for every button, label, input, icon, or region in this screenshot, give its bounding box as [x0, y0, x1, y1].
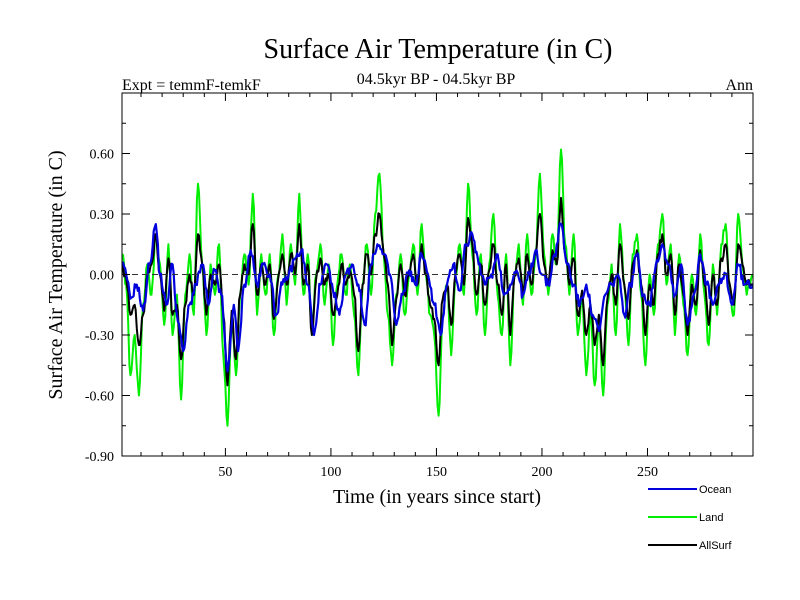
y-tick-label: -0.30 — [85, 329, 114, 344]
period-label: 04.5kyr BP - 04.5kyr BP — [357, 71, 516, 88]
legend: Ocean Land AllSurf — [648, 484, 732, 552]
x-tick-label: 50 — [218, 465, 232, 480]
y-tick-label: -0.90 — [85, 450, 114, 465]
experiment-label: Expt = temmF-temkF — [122, 77, 261, 94]
y-tick-label: 0.00 — [90, 269, 115, 284]
legend-label-land: Land — [699, 512, 723, 524]
x-tick-label: 200 — [531, 465, 552, 480]
series-layer — [122, 148, 753, 427]
plot-area — [121, 92, 754, 457]
x-axis-label: Time (in years since start) — [333, 486, 541, 508]
season-label: Ann — [725, 77, 753, 94]
x-tick-label: 250 — [637, 465, 658, 480]
y-axis-label: Surface Air Temperature (in C) — [45, 150, 67, 399]
x-tick-label: 150 — [426, 465, 447, 480]
x-tick-label: 100 — [320, 465, 341, 480]
legend-label-allsurf: AllSurf — [699, 540, 732, 552]
legend-label-ocean: Ocean — [699, 484, 731, 496]
y-tick-label: 0.30 — [90, 208, 115, 223]
x-axis: 50 100 150 200 250 — [140, 93, 733, 480]
y-tick-label: -0.60 — [85, 390, 114, 405]
y-tick-label: 0.60 — [90, 148, 115, 163]
series-line-ocean — [122, 222, 753, 373]
chart-title: Surface Air Temperature (in C) — [264, 34, 613, 65]
y-axis: -0.90 -0.60 -0.30 0.00 0.30 0.60 — [85, 122, 753, 465]
